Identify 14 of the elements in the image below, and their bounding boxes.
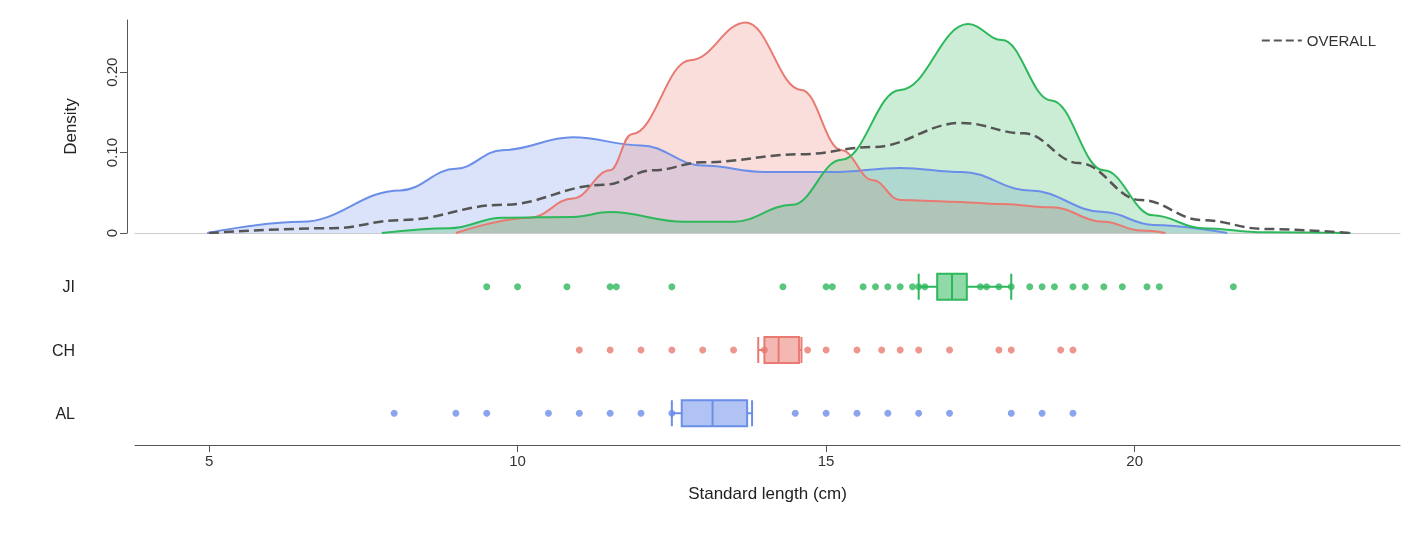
legend-label: OVERALL: [1306, 32, 1376, 49]
y-tick-label: CH: [51, 341, 75, 359]
y-tick-label: 0.20: [103, 57, 120, 87]
x-tick-label: 10: [509, 452, 526, 469]
x-tick-label: 20: [1126, 452, 1143, 469]
y-tick-label: AL: [55, 404, 76, 422]
y-axis-title: Density: [61, 97, 80, 155]
x-tick-label: 5: [204, 452, 214, 469]
x-axis-title: Standard length (cm): [688, 484, 847, 503]
y-tick-label: JI: [62, 278, 75, 296]
line-series: [207, 121, 1352, 235]
y-tick-label: 0.10: [103, 138, 120, 168]
x-tick-label: 15: [817, 452, 835, 469]
y-tick-label: 0: [103, 228, 120, 238]
